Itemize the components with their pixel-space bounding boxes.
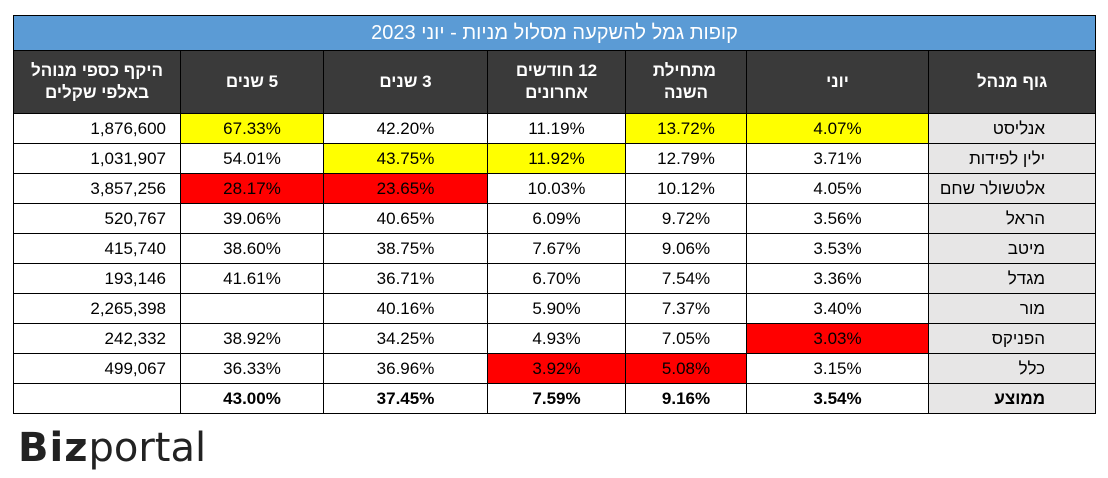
- y3-cell: 42.20%: [323, 113, 488, 144]
- ytd-cell: 13.72%: [625, 113, 747, 144]
- aum-cell: 520,767: [13, 203, 181, 234]
- y3-cell: 36.71%: [323, 263, 488, 294]
- aum-cell: 242,332: [13, 323, 181, 354]
- aum-cell: 3,857,256: [13, 173, 181, 204]
- y5-cell: 38.92%: [180, 323, 324, 354]
- m12-cell: 7.67%: [487, 233, 626, 264]
- y5-cell: 38.60%: [180, 233, 324, 264]
- m12-cell: 7.59%: [487, 383, 626, 414]
- y5-cell: [180, 293, 324, 324]
- m12-cell: 3.92%: [487, 353, 626, 384]
- y5-cell: 41.61%: [180, 263, 324, 294]
- table-row: 3,857,256 28.17% 23.65% 10.03% 10.12% 4.…: [13, 173, 1097, 204]
- ytd-cell: 12.79%: [625, 143, 747, 174]
- header-row: היקף כספי מנוהל באלפי שקלים 5 שנים 3 שני…: [13, 50, 1097, 114]
- table-row: 520,767 39.06% 40.65% 6.09% 9.72% 3.56% …: [13, 203, 1097, 234]
- y3-cell: 37.45%: [323, 383, 488, 414]
- header-5-years: 5 שנים: [180, 50, 324, 114]
- ytd-cell: 7.54%: [625, 263, 747, 294]
- y3-cell: 38.75%: [323, 233, 488, 264]
- manager-cell: מיטב: [927, 233, 1097, 264]
- aum-cell: 193,146: [13, 263, 181, 294]
- june-cell: 3.71%: [746, 143, 929, 174]
- aum-cell: 2,265,398: [13, 293, 181, 324]
- ytd-cell: 9.06%: [625, 233, 747, 264]
- aum-cell: 415,740: [13, 233, 181, 264]
- logo-bold-text: Biz: [18, 425, 89, 471]
- ytd-cell: 9.16%: [625, 383, 747, 414]
- m12-cell: 4.93%: [487, 323, 626, 354]
- header-ytd: מתחילת השנה: [625, 50, 747, 114]
- manager-cell: אנליסט: [927, 113, 1097, 144]
- y5-cell: 67.33%: [180, 113, 324, 144]
- y5-cell: 36.33%: [180, 353, 324, 384]
- table-row: 2,265,398 40.16% 5.90% 7.37% 3.40% מור: [13, 293, 1097, 324]
- manager-cell: אלטשולר שחם: [927, 173, 1097, 204]
- logo-light-text: portal: [88, 425, 207, 471]
- y5-cell: 28.17%: [180, 173, 324, 204]
- ytd-cell: 5.08%: [625, 353, 747, 384]
- manager-cell: כלל: [927, 353, 1097, 384]
- june-cell: 3.40%: [746, 293, 929, 324]
- y3-cell: 43.75%: [323, 143, 488, 174]
- header-12-months: 12 חודשים אחרונים: [487, 50, 626, 114]
- table-row: 415,740 38.60% 38.75% 7.67% 9.06% 3.53% …: [13, 233, 1097, 264]
- table-row: 242,332 38.92% 34.25% 4.93% 7.05% 3.03% …: [13, 323, 1097, 354]
- header-3-years: 3 שנים: [323, 50, 488, 114]
- m12-cell: 6.70%: [487, 263, 626, 294]
- header-manager: גוף מנהל: [927, 50, 1097, 114]
- m12-cell: 11.19%: [487, 113, 626, 144]
- title-row: קופות גמל להשקעה מסלול מניות - יוני 2023: [12, 15, 1097, 51]
- table-row: 1,876,600 67.33% 42.20% 11.19% 13.72% 4.…: [13, 113, 1097, 144]
- m12-cell: 10.03%: [487, 173, 626, 204]
- june-cell: 3.15%: [746, 353, 929, 384]
- june-cell: 4.07%: [746, 113, 929, 144]
- m12-cell: 6.09%: [487, 203, 626, 234]
- manager-cell: ממוצע: [927, 383, 1097, 414]
- returns-table-container: קופות גמל להשקעה מסלול מניות - יוני 2023…: [12, 15, 1097, 414]
- table-row: 1,031,907 54.01% 43.75% 11.92% 12.79% 3.…: [13, 143, 1097, 174]
- returns-table: קופות גמל להשקעה מסלול מניות - יוני 2023…: [12, 15, 1097, 414]
- y5-cell: 43.00%: [180, 383, 324, 414]
- aum-cell: 1,031,907: [13, 143, 181, 174]
- manager-cell: מור: [927, 293, 1097, 324]
- aum-cell: 499,067: [13, 353, 181, 384]
- y3-cell: 36.96%: [323, 353, 488, 384]
- june-cell: 3.56%: [746, 203, 929, 234]
- table-row: 499,067 36.33% 36.96% 3.92% 5.08% 3.15% …: [13, 353, 1097, 384]
- june-cell: 3.53%: [746, 233, 929, 264]
- header-june: יוני: [746, 50, 929, 114]
- june-cell: 4.05%: [746, 173, 929, 204]
- manager-cell: הראל: [927, 203, 1097, 234]
- table-row: 193,146 41.61% 36.71% 6.70% 7.54% 3.36% …: [13, 263, 1097, 294]
- manager-cell: ילין לפידות: [927, 143, 1097, 174]
- table-title: קופות גמל להשקעה מסלול מניות - יוני 2023: [12, 15, 1097, 51]
- aum-cell: 1,876,600: [13, 113, 181, 144]
- y3-cell: 40.16%: [323, 293, 488, 324]
- ytd-cell: 9.72%: [625, 203, 747, 234]
- ytd-cell: 7.05%: [625, 323, 747, 354]
- june-cell: 3.03%: [746, 323, 929, 354]
- aum-cell: [13, 383, 181, 414]
- manager-cell: מגדל: [927, 263, 1097, 294]
- m12-cell: 5.90%: [487, 293, 626, 324]
- june-cell: 3.36%: [746, 263, 929, 294]
- header-aum: היקף כספי מנוהל באלפי שקלים: [13, 50, 181, 114]
- bizportal-logo: Bizportal: [18, 425, 206, 471]
- ytd-cell: 10.12%: [625, 173, 747, 204]
- y3-cell: 34.25%: [323, 323, 488, 354]
- ytd-cell: 7.37%: [625, 293, 747, 324]
- manager-cell: הפניקס: [927, 323, 1097, 354]
- y5-cell: 39.06%: [180, 203, 324, 234]
- m12-cell: 11.92%: [487, 143, 626, 174]
- y3-cell: 40.65%: [323, 203, 488, 234]
- y5-cell: 54.01%: [180, 143, 324, 174]
- y3-cell: 23.65%: [323, 173, 488, 204]
- average-row: 43.00% 37.45% 7.59% 9.16% 3.54% ממוצע: [13, 383, 1097, 414]
- june-cell: 3.54%: [746, 383, 929, 414]
